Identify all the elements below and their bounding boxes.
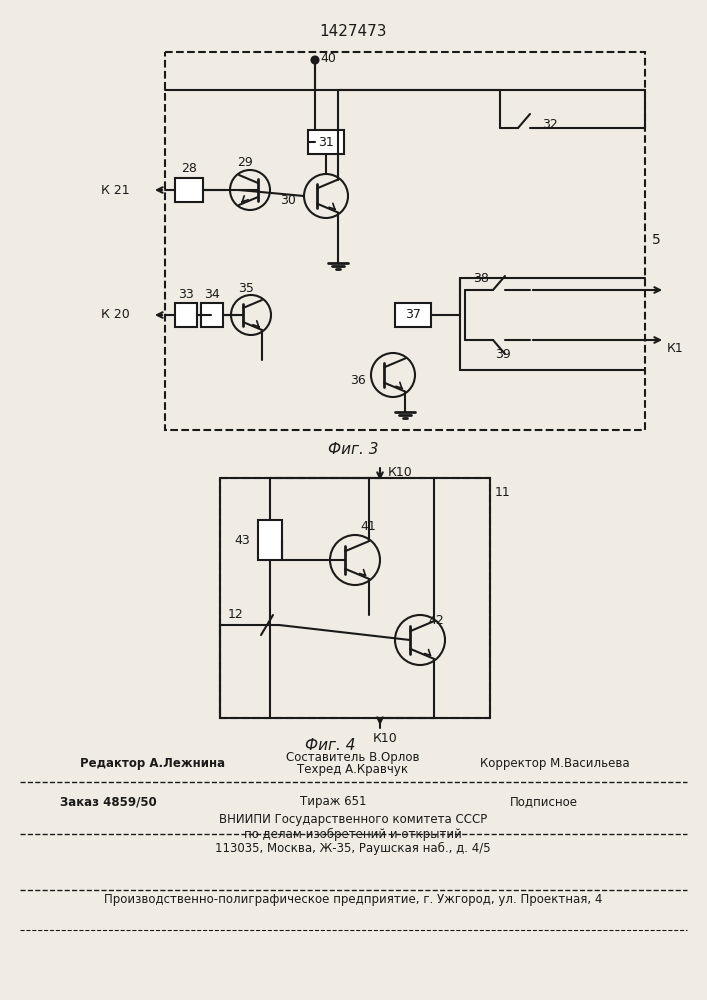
Text: К10: К10 (388, 466, 413, 480)
Bar (258, 520, 282, 560)
Text: 37: 37 (405, 308, 421, 322)
Bar (201, 303, 223, 327)
Text: 41: 41 (360, 520, 375, 534)
Text: Тираж 651: Тираж 651 (300, 796, 366, 808)
Text: Составитель В.Орлов: Составитель В.Орлов (286, 750, 420, 764)
Text: 5: 5 (652, 233, 661, 247)
Bar (175, 178, 203, 202)
Text: К 21: К 21 (101, 184, 130, 196)
Text: 39: 39 (495, 348, 510, 360)
Bar (395, 303, 431, 327)
Text: 32: 32 (542, 118, 558, 131)
Text: по делам изобретений и открытий: по делам изобретений и открытий (244, 827, 462, 841)
Text: 31: 31 (318, 135, 334, 148)
Text: 113035, Москва, Ж-35, Раушская наб., д. 4/5: 113035, Москва, Ж-35, Раушская наб., д. … (215, 841, 491, 855)
Text: Производственно-полиграфическое предприятие, г. Ужгород, ул. Проектная, 4: Производственно-полиграфическое предприя… (104, 894, 602, 906)
Text: 43: 43 (234, 534, 250, 546)
Text: 38: 38 (473, 271, 489, 284)
Text: 11: 11 (495, 487, 510, 499)
Text: 33: 33 (178, 288, 194, 302)
Text: 42: 42 (428, 613, 444, 626)
Text: 12: 12 (227, 608, 243, 621)
Text: К10: К10 (373, 732, 397, 744)
Circle shape (312, 56, 318, 64)
Text: Редактор А.Лежнина: Редактор А.Лежнина (80, 758, 225, 770)
Text: К 20: К 20 (101, 308, 130, 322)
Text: Фиг. 3: Фиг. 3 (328, 442, 378, 458)
Text: 29: 29 (237, 155, 253, 168)
Text: 1427473: 1427473 (320, 24, 387, 39)
Bar (220, 478, 490, 718)
Text: 28: 28 (181, 161, 197, 174)
Text: Фиг. 4: Фиг. 4 (305, 738, 355, 752)
Text: Заказ 4859/50: Заказ 4859/50 (60, 796, 157, 808)
Text: Подписное: Подписное (510, 796, 578, 808)
Text: 36: 36 (350, 373, 366, 386)
Text: Техред А.Кравчук: Техред А.Кравчук (298, 764, 409, 776)
Text: 35: 35 (238, 282, 254, 294)
Bar (308, 130, 344, 154)
Text: 30: 30 (280, 194, 296, 208)
Text: 34: 34 (204, 288, 220, 302)
Text: 40: 40 (320, 51, 336, 64)
Bar (165, 52, 645, 430)
Text: Корректор М.Васильева: Корректор М.Васильева (480, 758, 630, 770)
Text: ВНИИПИ Государственного комитета СССР: ВНИИПИ Государственного комитета СССР (219, 814, 487, 826)
Bar (175, 303, 197, 327)
Text: К1: К1 (667, 342, 684, 355)
